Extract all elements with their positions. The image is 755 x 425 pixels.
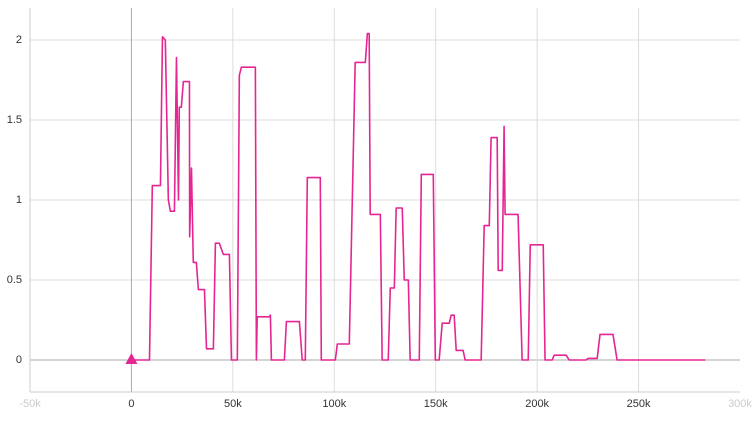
x-tick-label: -50k bbox=[19, 398, 41, 410]
x-tick-label: 300k bbox=[728, 398, 752, 410]
data-line bbox=[131, 32, 706, 361]
x-tick-label: 50k bbox=[224, 398, 242, 410]
x-tick-label: 0 bbox=[128, 398, 134, 410]
y-tick-label: 2 bbox=[16, 34, 22, 46]
x-tick-label: 150k bbox=[424, 398, 448, 410]
y-tick-label: 0.5 bbox=[7, 274, 22, 286]
y-tick-label: 1.5 bbox=[7, 114, 22, 126]
x-tick-label: 250k bbox=[627, 398, 651, 410]
x-tick-label: 200k bbox=[525, 398, 549, 410]
point-marker bbox=[125, 353, 138, 364]
y-tick-label: 0 bbox=[16, 354, 22, 366]
y-tick-label: 1 bbox=[16, 194, 22, 206]
x-tick-label: 100k bbox=[322, 398, 346, 410]
